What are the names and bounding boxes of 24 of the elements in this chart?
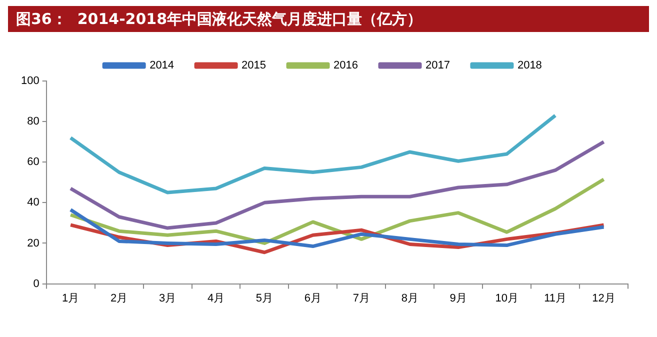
legend-label: 2017: [425, 60, 450, 72]
x-tick-label: 11月: [544, 292, 567, 304]
x-tick-label: 3月: [158, 292, 176, 304]
legend-label: 2016: [334, 60, 358, 72]
x-tick-label: 12月: [592, 292, 616, 304]
y-tick-label: 80: [27, 116, 40, 128]
y-tick-label: 0: [33, 278, 40, 290]
x-tick-label: 9月: [450, 292, 467, 304]
x-tick-label: 6月: [304, 292, 322, 304]
x-tick-label: 4月: [207, 292, 225, 304]
y-tick-label: 40: [27, 196, 40, 209]
x-tick-label: 10月: [495, 292, 518, 304]
y-tick-label: 20: [27, 237, 40, 250]
x-tick-label: 7月: [352, 292, 370, 304]
y-tick-label: 60: [27, 156, 40, 168]
x-tick-label: 2月: [110, 292, 128, 304]
legend-label: 2015: [242, 60, 266, 72]
y-tick-label: 100: [20, 75, 40, 88]
legend-label: 2018: [517, 60, 542, 72]
x-tick-label: 8月: [401, 292, 418, 304]
x-tick-label: 1月: [62, 292, 80, 304]
x-tick-label: 5月: [256, 292, 274, 304]
legend-label: 2014: [150, 60, 174, 72]
chart-title: 图36： 2014-2018年中国液化天然气月度进口量（亿方）: [8, 6, 649, 32]
